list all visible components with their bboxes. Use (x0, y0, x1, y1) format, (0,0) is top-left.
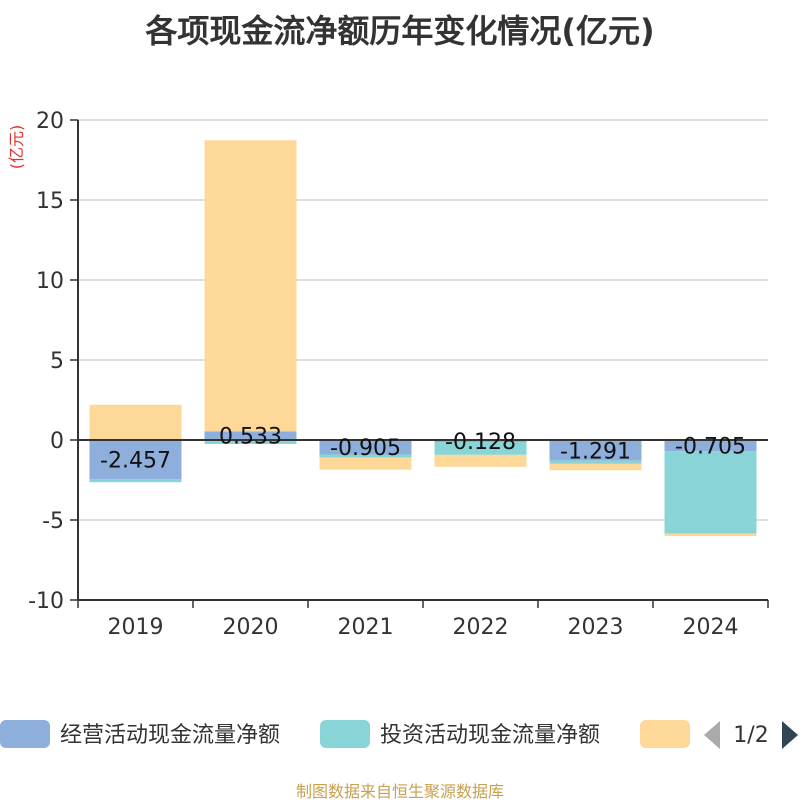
bar-2021-series-0 (319, 440, 412, 455)
bar-2024-series-0 (664, 440, 757, 452)
x-tick-label: 2020 (223, 615, 279, 640)
legend-swatch (0, 720, 50, 748)
data-source: 制图数据来自恒生聚源数据库 (295, 782, 504, 801)
prev-page-arrow-icon[interactable] (704, 721, 720, 749)
bar-2020-series-1 (204, 440, 297, 444)
bars (89, 140, 757, 537)
data-label-2019: -2.457 (100, 449, 171, 474)
bar-2023-series-0 (549, 440, 642, 461)
x-tick-label: 2021 (338, 615, 394, 640)
data-label-2020: 0.533 (219, 425, 282, 450)
x-tick-label: 2019 (108, 615, 164, 640)
legend: 经营活动现金流量净额 投资活动现金流量净额 1/2 (0, 720, 798, 749)
bar-2022-series-1 (434, 442, 527, 455)
bar-2019-series-2 (89, 404, 182, 440)
x-tick-label: 2023 (568, 615, 624, 640)
bar-2022-series-2 (434, 454, 527, 467)
y-tick-label: 5 (50, 349, 64, 374)
data-label-2021: -0.905 (330, 436, 401, 461)
y-axis-label: (亿元) (7, 125, 26, 170)
data-label-2022: -0.128 (445, 430, 516, 455)
next-page-arrow-icon[interactable] (782, 721, 798, 749)
y-tick-label: 10 (36, 269, 64, 294)
bar-2019-series-1 (89, 479, 182, 483)
y-tick-label: 20 (36, 109, 64, 134)
bar-2020-series-0 (204, 431, 297, 440)
y-tick-label: -10 (28, 589, 64, 614)
x-tick-label: 2024 (683, 615, 739, 640)
data-label-2024: -0.705 (675, 435, 746, 460)
bar-2024-series-1 (664, 451, 757, 534)
bar-2022-series-0 (434, 440, 527, 443)
legend-item-0[interactable]: 经营活动现金流量净额 (0, 720, 280, 748)
y-tick-label: 15 (36, 189, 64, 214)
legend-item-2[interactable] (640, 720, 690, 748)
legend-label: 经营活动现金流量净额 (60, 723, 280, 748)
bar-2021-series-1 (319, 454, 412, 458)
y-tick-label: -5 (42, 509, 64, 534)
bar-2020-series-2 (204, 140, 297, 432)
chart-title: 各项现金流净额历年变化情况(亿元) (145, 12, 655, 50)
data-labels: -2.457 0.533 -0.905 -0.128 -1.291 -0.705 (100, 425, 746, 474)
legend-page-indicator: 1/2 (733, 723, 768, 748)
axes: 20 15 10 5 0 -5 -10 (亿元) 2019 2020 2021 2022 2023 202… (7, 109, 769, 640)
legend-swatch (320, 720, 370, 748)
bar-2021-series-2 (319, 457, 412, 470)
legend-swatch (640, 720, 690, 748)
bar-2019-series-0 (89, 440, 182, 480)
x-tick-label: 2022 (453, 615, 509, 640)
legend-item-1[interactable]: 投资活动现金流量净额 (320, 720, 600, 748)
bar-2023-series-2 (549, 463, 642, 471)
y-tick-label: 0 (50, 429, 64, 454)
bar-2024-series-2 (664, 533, 757, 537)
bar-2023-series-1 (549, 460, 642, 464)
legend-label: 投资活动现金流量净额 (380, 723, 600, 748)
data-label-2023: -1.291 (560, 439, 631, 464)
